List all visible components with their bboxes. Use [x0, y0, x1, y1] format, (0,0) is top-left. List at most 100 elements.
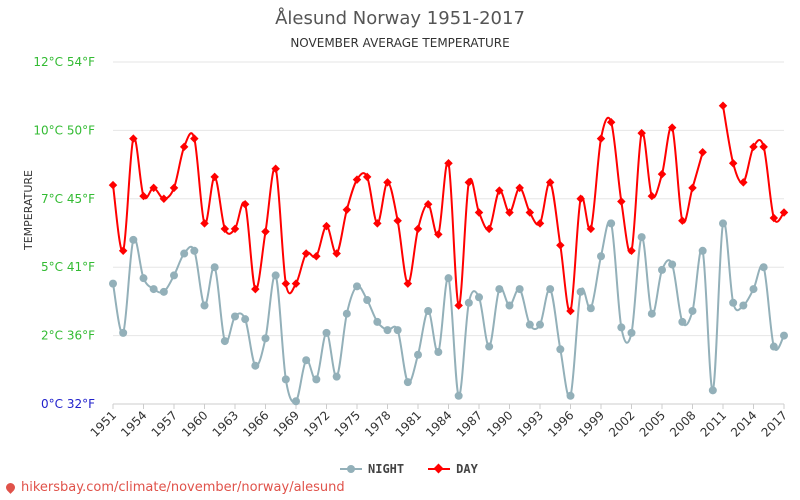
- day-point: [423, 200, 433, 209]
- day-point: [342, 205, 352, 214]
- night-point: [332, 372, 341, 381]
- night-point: [607, 219, 616, 228]
- day-point: [413, 224, 423, 234]
- day-point: [444, 158, 453, 168]
- day-point: [495, 186, 504, 195]
- day-point: [464, 178, 474, 187]
- x-tick-label: 1993: [515, 408, 546, 439]
- night-point: [190, 246, 199, 255]
- night-point: [546, 285, 555, 294]
- day-point: [251, 284, 260, 294]
- x-tick-labels: 1951 1954 1957 1960 1963 1966 1969 1972 1975 1978…: [88, 404, 790, 440]
- y-tick-label: 7°C 45°F: [41, 192, 95, 206]
- night-point: [424, 306, 433, 315]
- night-point: [759, 263, 768, 272]
- night-point: [149, 285, 158, 294]
- night-point: [576, 287, 585, 296]
- night-point: [353, 282, 361, 291]
- night-point: [698, 246, 707, 255]
- x-tick-label: 1990: [484, 408, 515, 439]
- day-point: [332, 249, 341, 258]
- legend-item-day[interactable]: DAY: [428, 462, 478, 476]
- y-tick-label: 2°C 36°F: [41, 329, 95, 343]
- day-point: [190, 134, 199, 143]
- x-tick-label: 1987: [454, 408, 485, 439]
- grid-lines: [113, 61, 784, 405]
- day-point: [291, 279, 301, 288]
- y-tick-label: 12°C 54°F: [33, 55, 95, 69]
- day-point: [169, 183, 179, 193]
- day-point: [657, 169, 667, 179]
- x-tick-label: 2017: [759, 408, 790, 439]
- night-point: [536, 320, 544, 329]
- day-point: [698, 148, 707, 157]
- y-tick-label: 0°C 32°F: [41, 397, 95, 411]
- x-tick-label: 2008: [667, 408, 698, 439]
- x-tick-label: 2014: [728, 408, 759, 439]
- night-point: [719, 219, 727, 228]
- night-point: [241, 315, 250, 324]
- day-point: [403, 279, 413, 288]
- day-point: [556, 241, 565, 250]
- legend-label-day: DAY: [456, 462, 478, 476]
- night-point: [403, 378, 412, 387]
- night-swatch-icon: [340, 463, 362, 475]
- night-point: [302, 356, 311, 365]
- x-tick-label: 1963: [210, 408, 241, 439]
- night-point: [485, 342, 494, 351]
- night-point: [119, 328, 128, 337]
- day-line: [112, 116, 704, 313]
- night-point: [678, 317, 687, 326]
- source-url: hikersbay.com/climate/november/norway/al…: [21, 480, 345, 495]
- x-tick-label: 1981: [393, 408, 424, 439]
- night-line: [112, 219, 785, 404]
- x-tick-label: 1972: [301, 408, 332, 439]
- legend: NIGHT DAY: [340, 462, 478, 476]
- day-point: [220, 224, 230, 234]
- x-tick-label: 2005: [637, 408, 668, 439]
- x-tick-label: 1978: [362, 408, 393, 439]
- night-point: [668, 260, 677, 269]
- day-point: [301, 249, 311, 258]
- night-point: [393, 326, 402, 335]
- day-point: [271, 164, 280, 173]
- y-tick-label: 10°C 50°F: [33, 123, 95, 137]
- night-point: [444, 274, 453, 283]
- x-tick-label: 1996: [545, 408, 576, 439]
- day-point: [688, 183, 697, 193]
- x-tick-label: 1975: [332, 408, 363, 439]
- night-point: [210, 263, 219, 272]
- night-point: [200, 301, 209, 310]
- chart-title: Ålesund Norway 1951-2017: [275, 8, 525, 29]
- x-tick-label: 1960: [179, 408, 210, 439]
- night-point: [109, 279, 117, 288]
- night-point: [342, 309, 351, 318]
- x-tick-label: 1969: [271, 408, 302, 439]
- night-point: [220, 337, 229, 346]
- night-point: [281, 375, 290, 384]
- night-point: [688, 306, 697, 315]
- day-point: [108, 180, 118, 190]
- x-tick-label: 1999: [576, 408, 607, 439]
- day-point: [312, 252, 321, 261]
- day-point: [474, 208, 484, 217]
- x-tick-label: 2002: [606, 408, 637, 439]
- night-point: [627, 328, 636, 337]
- day-point: [383, 178, 392, 187]
- night-point: [261, 334, 270, 343]
- day-point: [505, 208, 514, 217]
- night-point: [515, 285, 524, 294]
- night-point: [637, 233, 646, 242]
- night-point: [739, 301, 748, 310]
- night-point: [251, 361, 260, 370]
- series-day: [108, 101, 789, 316]
- x-tick-label: 1966: [240, 408, 271, 439]
- source-link[interactable]: hikersbay.com/climate/november/norway/al…: [4, 480, 345, 495]
- day-point: [200, 219, 209, 228]
- day-point: [240, 200, 250, 209]
- legend-item-night[interactable]: NIGHT: [340, 462, 404, 476]
- night-point: [383, 326, 392, 335]
- night-point: [749, 285, 758, 294]
- day-point: [535, 219, 545, 228]
